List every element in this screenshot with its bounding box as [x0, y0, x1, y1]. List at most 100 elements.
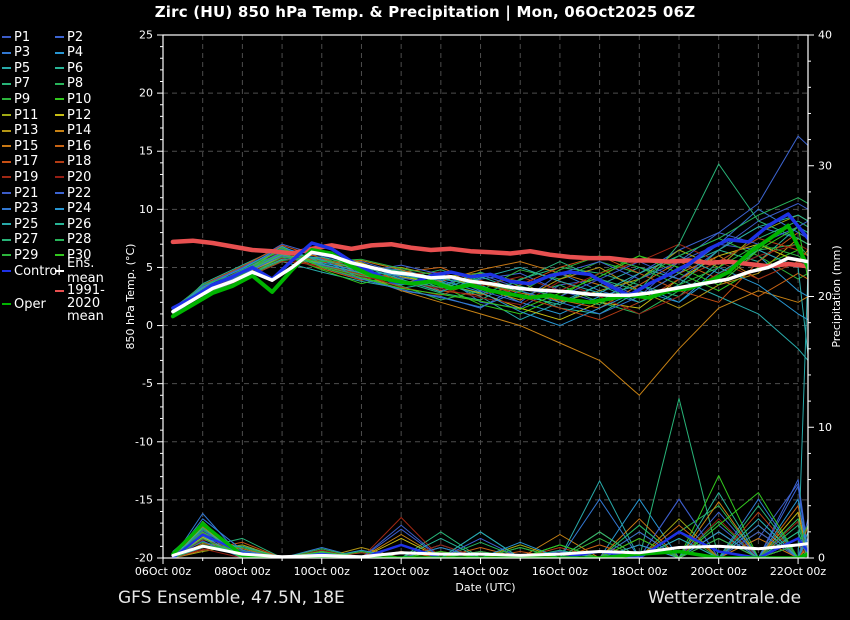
legend-line-swatch — [2, 176, 11, 179]
legend-line-swatch — [55, 67, 64, 70]
legend-line-swatch — [55, 223, 64, 226]
legend-line-swatch — [2, 254, 11, 257]
legend-item-label: P13 — [14, 123, 39, 139]
svg-text:15: 15 — [139, 145, 153, 158]
legend-item-label: P11 — [14, 107, 39, 123]
legend-line-swatch — [55, 145, 64, 148]
svg-text:-10: -10 — [135, 435, 153, 448]
legend-item-p11: P11 — [2, 107, 38, 123]
legend-item-p28: P28 — [55, 232, 91, 248]
legend-item-label: P25 — [14, 216, 39, 232]
legend-item-p5: P5 — [2, 60, 30, 76]
legend-item-label: P7 — [14, 76, 31, 92]
legend-line-swatch — [55, 290, 64, 292]
legend-item-label: P28 — [67, 232, 92, 248]
legend-line-swatch — [2, 51, 11, 54]
legend-line-swatch — [2, 129, 11, 132]
legend-item-p8: P8 — [55, 76, 83, 92]
svg-text:-15: -15 — [135, 493, 153, 506]
grid-lines — [163, 35, 808, 558]
legend-item-p17: P17 — [2, 154, 38, 170]
legend-item-label: P19 — [14, 169, 39, 185]
legend-item-label: P24 — [67, 201, 92, 217]
legend-item-label: P4 — [67, 45, 84, 61]
legend-item-p14: P14 — [55, 123, 91, 139]
svg-text:0: 0 — [146, 319, 153, 332]
legend-item-label: P14 — [67, 123, 92, 139]
legend-line-swatch — [2, 192, 11, 194]
legend-line-swatch — [55, 270, 64, 272]
svg-text:20: 20 — [818, 290, 832, 303]
legend-item-label: 1991-2020 mean — [67, 283, 105, 324]
legend-item-label: P6 — [67, 60, 84, 76]
page-title: Zirc (HU) 850 hPa Temp. & Precipitation … — [154, 3, 696, 21]
legend-line-swatch — [2, 82, 11, 85]
legend-item-label: P30 — [67, 247, 92, 263]
legend-item-label: P26 — [67, 216, 92, 232]
legend-line-swatch — [55, 129, 64, 132]
legend-line-swatch — [2, 223, 11, 226]
legend-line-swatch — [55, 98, 64, 101]
legend-item-p9: P9 — [2, 91, 30, 107]
legend-item-p21: P21 — [2, 185, 38, 201]
svg-text:08Oct 00z: 08Oct 00z — [214, 565, 271, 578]
svg-text:40: 40 — [818, 29, 832, 42]
svg-text:10: 10 — [818, 421, 832, 434]
legend-item-p24: P24 — [55, 201, 91, 217]
svg-text:Date (UTC): Date (UTC) — [455, 581, 515, 594]
legend-line-swatch — [2, 160, 11, 163]
legend-item-oper: Oper — [2, 296, 46, 312]
svg-text:5: 5 — [146, 261, 153, 274]
legend-item-label: P12 — [67, 107, 92, 123]
legend-item-p3: P3 — [2, 45, 30, 61]
model-location-label: GFS Ensemble, 47.5N, 18E — [118, 588, 345, 608]
legend-item-p23: P23 — [2, 201, 38, 217]
legend-item-p20: P20 — [55, 169, 91, 185]
legend-item-p12: P12 — [55, 107, 91, 123]
legend-item-p22: P22 — [55, 185, 91, 201]
legend-line-swatch — [55, 192, 64, 194]
svg-text:-20: -20 — [135, 552, 153, 565]
axes: 25 20 15 10 5 0 -5 -10 -15 -20 40 30 20 10 0 06Oct 00z 0… — [124, 29, 843, 595]
svg-text:25: 25 — [139, 29, 153, 42]
svg-text:10: 10 — [139, 203, 153, 216]
legend-item-label: P9 — [14, 91, 31, 107]
legend-item-control: Control — [2, 263, 61, 279]
svg-text:18Oct 00z: 18Oct 00z — [611, 565, 668, 578]
legend-line-swatch — [55, 160, 64, 163]
legend-item-label: P15 — [14, 138, 39, 154]
legend-item-label: P2 — [67, 29, 84, 45]
site-credit-label: Wetterzentrale.de — [648, 588, 802, 608]
legend-line-swatch — [2, 114, 11, 116]
legend-item-label: P8 — [67, 76, 84, 92]
legend-item-p13: P13 — [2, 123, 38, 139]
legend-item-p1: P1 — [2, 29, 30, 45]
legend-line-swatch — [55, 207, 64, 210]
legend-item-p6: P6 — [55, 60, 83, 76]
legend-item-label: P5 — [14, 60, 31, 76]
legend-item-p30: P30 — [55, 247, 91, 263]
legend-item-label: P23 — [14, 201, 39, 217]
legend-item-climate-mean: 1991-2020 mean — [55, 284, 133, 323]
legend-item-label: P22 — [67, 185, 92, 201]
svg-text:0: 0 — [818, 552, 825, 565]
legend-item-label: P16 — [67, 138, 92, 154]
svg-text:10Oct 00z: 10Oct 00z — [294, 565, 351, 578]
legend-line-swatch — [55, 254, 64, 257]
legend-item-p18: P18 — [55, 154, 91, 170]
legend-panel: P1 P2 P3 P4 P5 P6 P7 P8 P9 P10 P11 P12 P13 P14 P15 P16 P… — [0, 0, 130, 620]
legend-item-p10: P10 — [55, 91, 91, 107]
legend-item-label: P10 — [67, 91, 92, 107]
legend-item-label: P18 — [67, 154, 92, 170]
svg-text:22Oct 00z: 22Oct 00z — [770, 565, 827, 578]
svg-text:20: 20 — [139, 87, 153, 100]
legend-item-label: P21 — [14, 185, 39, 201]
legend-item-p25: P25 — [2, 216, 38, 232]
legend-line-swatch — [55, 36, 64, 38]
legend-line-swatch — [2, 303, 11, 305]
legend-item-p27: P27 — [2, 232, 38, 248]
legend-item-label: P3 — [14, 45, 31, 61]
legend-line-swatch — [2, 36, 11, 38]
svg-text:-5: -5 — [142, 377, 153, 390]
